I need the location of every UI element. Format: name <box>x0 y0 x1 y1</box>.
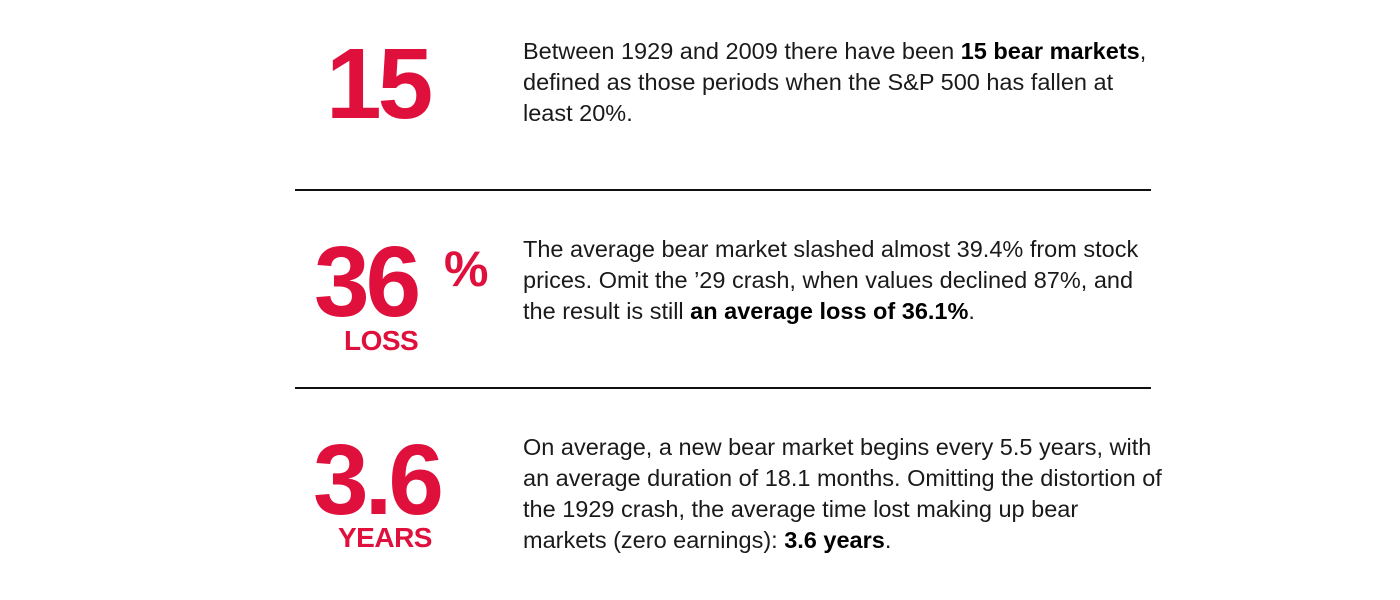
stat-figure: 36 <box>314 226 421 338</box>
stat-sublabel: YEARS <box>338 522 432 553</box>
stat-text-before: Between 1929 and 2009 there have been <box>523 38 961 64</box>
stat-text-bold: an average loss of 36.1% <box>690 298 969 324</box>
divider <box>295 387 1151 389</box>
stat-text-after: . <box>884 527 892 553</box>
stat-text-before: The average bear market slashed almost 3… <box>523 236 1139 324</box>
stat-figure: 3.6 <box>313 424 444 536</box>
percent-sign: % <box>444 241 488 297</box>
stat-figure: 15 <box>326 28 433 140</box>
stat-text-after: . <box>968 298 975 324</box>
stat-text-bold: 3.6 years <box>784 527 885 553</box>
stat-text-after: , defined as those periods when the S&P … <box>523 38 1147 126</box>
stat-sublabel: LOSS <box>344 325 419 356</box>
stat-text-before: On average, a new bear market begins eve… <box>523 434 1162 553</box>
stat-description: On average, a new bear market begins eve… <box>523 432 1163 556</box>
stat-description: The average bear market slashed almost 3… <box>523 234 1163 327</box>
stat-description: Between 1929 and 2009 there have been 15… <box>523 36 1163 129</box>
stat-text-bold: 15 bear markets <box>960 38 1140 64</box>
divider <box>295 189 1151 191</box>
